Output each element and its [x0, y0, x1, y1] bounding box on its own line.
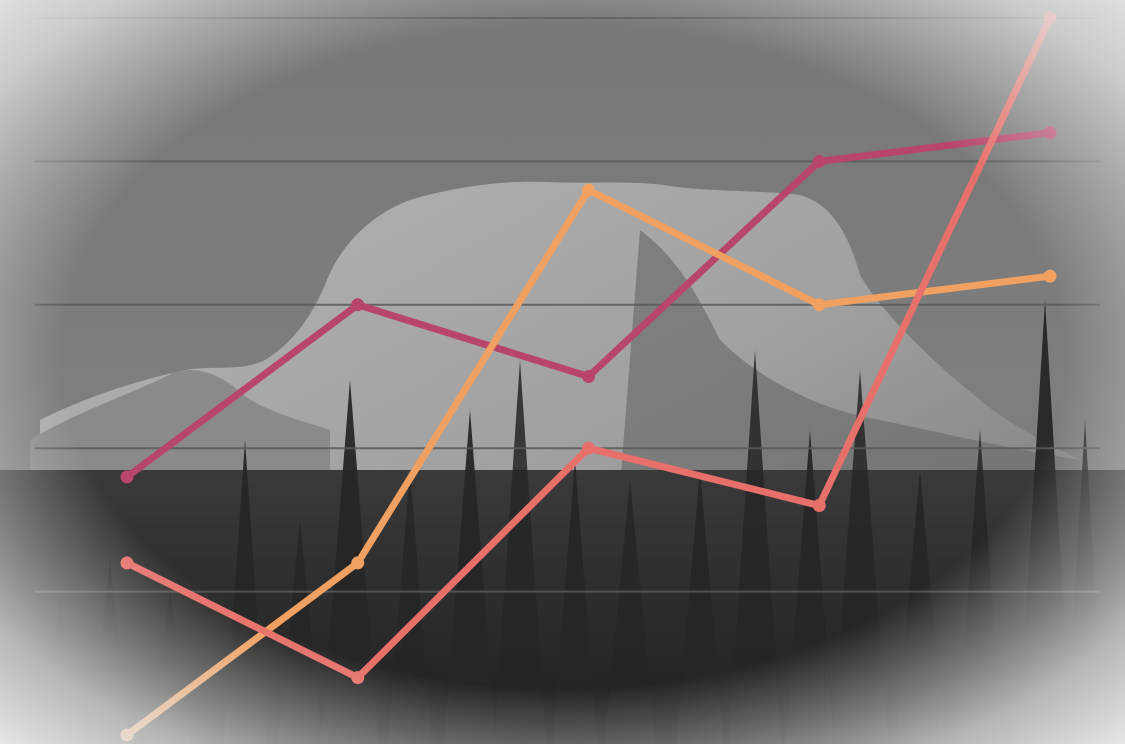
data-point-3-5	[1043, 11, 1057, 25]
data-point-3-3	[582, 441, 595, 455]
data-point-1-2	[351, 298, 365, 312]
data-point-2-2	[351, 556, 365, 570]
data-point-2-5	[1043, 269, 1057, 283]
data-point-2-1	[120, 728, 134, 742]
data-point-1-5	[1043, 126, 1057, 140]
data-point-3-1	[120, 556, 134, 570]
data-point-3-4	[812, 499, 826, 513]
data-point-1-3	[582, 370, 595, 383]
data-point-3-2	[351, 671, 365, 685]
data-point-2-4	[812, 298, 826, 312]
data-point-1-4	[812, 154, 826, 168]
data-point-2-3	[582, 183, 595, 197]
data-point-1-1	[120, 470, 134, 484]
